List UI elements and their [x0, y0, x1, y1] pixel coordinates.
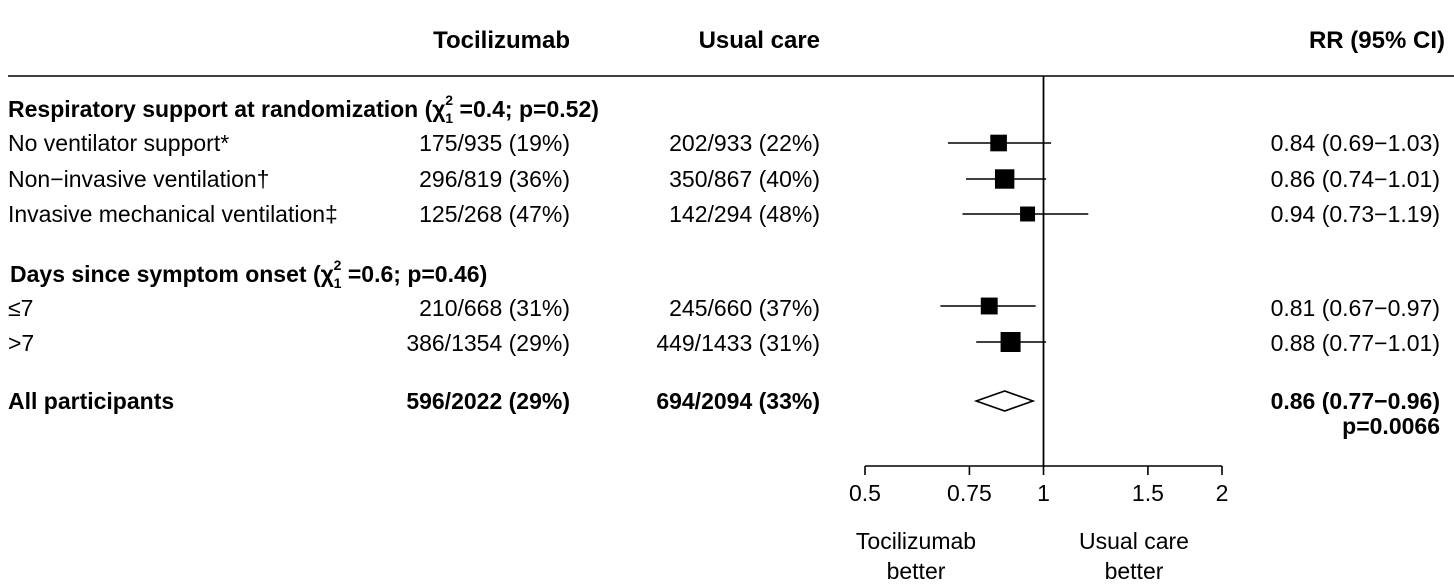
row-label: >7	[8, 330, 35, 356]
row-label: Non−invasive ventilation†	[8, 166, 270, 192]
row-label: Invasive mechanical ventilation‡	[8, 201, 338, 227]
group-title-text: Respiratory support at randomization	[8, 96, 419, 122]
overall-control: 694/2094 (33%)	[656, 388, 820, 414]
estimate-square	[1000, 332, 1021, 352]
row-treatment: 125/268 (47%)	[419, 201, 570, 227]
estimate-square	[994, 169, 1015, 189]
x-direction-right-line1: Usual care	[1079, 528, 1189, 554]
overall-p-value: p=0.0066	[1342, 413, 1440, 439]
group-title-days: Days since symptom onset (χ 2 1 =0.6; p=0.4…	[10, 257, 488, 291]
estimate-square	[1020, 206, 1036, 222]
x-tick-label: 0.5	[849, 480, 881, 506]
row-rr: 0.94 (0.73−1.19)	[1270, 201, 1440, 227]
x-direction-left-line2: better	[886, 558, 946, 584]
overall-label: All participants	[8, 388, 175, 414]
row-control: 350/867 (40%)	[669, 166, 820, 192]
header-treatment: Tocilizumab	[433, 27, 570, 54]
estimate-square	[980, 297, 998, 315]
row-control: 142/294 (48%)	[669, 201, 820, 227]
overall-rr: 0.86 (0.77−0.96)	[1270, 388, 1440, 414]
header-estimate: RR (95% CI)	[1308, 27, 1445, 54]
row-rr: 0.88 (0.77−1.01)	[1270, 330, 1440, 356]
row-rr: 0.81 (0.67−0.97)	[1270, 295, 1440, 321]
row-treatment: 210/668 (31%)	[419, 295, 570, 321]
x-tick-label: 2	[1216, 480, 1229, 506]
row-treatment: 386/1354 (29%)	[406, 330, 570, 356]
row-treatment: 296/819 (36%)	[419, 166, 570, 192]
group-title-respiratory: Respiratory support at randomization (χ 2…	[8, 92, 599, 126]
x-direction-left-line1: Tocilizumab	[855, 528, 977, 554]
x-tick-label: 1	[1037, 480, 1050, 506]
estimate-square	[990, 134, 1007, 152]
x-direction-right-line2: better	[1104, 558, 1164, 584]
overall-treatment: 596/2022 (29%)	[406, 388, 570, 414]
row-control: 245/660 (37%)	[669, 295, 820, 321]
x-tick-label: 1.5	[1132, 480, 1164, 506]
x-tick-label: 0.75	[947, 480, 992, 506]
row-control: 449/1433 (31%)	[656, 330, 820, 356]
group-title-text: Days since symptom onset	[10, 261, 307, 287]
row-rr: 0.86 (0.74−1.01)	[1270, 166, 1440, 192]
row-rr: 0.84 (0.69−1.03)	[1270, 130, 1440, 156]
row-label: No ventilator support*	[8, 130, 230, 156]
row-control: 202/933 (22%)	[669, 130, 820, 156]
group-het-stat: =0.6; p=0.46	[347, 261, 480, 287]
row-treatment: 175/935 (19%)	[419, 130, 570, 156]
overall-diamond	[973, 390, 1036, 412]
header-control: Usual care	[698, 27, 820, 54]
row-label: ≤7	[8, 295, 34, 321]
group-het-stat: =0.4; p=0.52	[459, 96, 592, 122]
